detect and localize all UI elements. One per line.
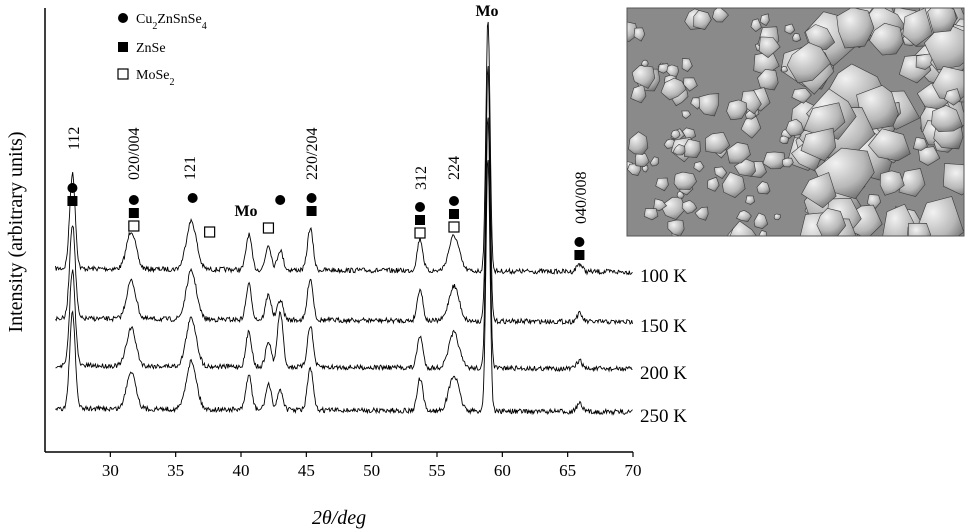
spectra <box>55 21 633 416</box>
peak-marker-open-square <box>262 222 275 234</box>
series-label: 250 K <box>640 406 687 427</box>
legend-label: MoSe2 <box>136 68 174 88</box>
peak-marker-open-square <box>128 220 140 232</box>
x-tick-label: 45 <box>298 461 315 480</box>
legend-marker-filled-square <box>118 42 128 52</box>
mo-peak-label: Mo <box>475 3 498 20</box>
x-tick-label: 65 <box>559 461 576 480</box>
spectrum-line <box>55 160 633 416</box>
x-axis-title: 2θ/deg <box>312 507 366 529</box>
peak-index-label: 040/008 <box>573 172 590 224</box>
peak-index-label: 312 <box>413 166 430 190</box>
peak-marker-filled-circle <box>67 183 78 193</box>
spectrum-line <box>55 21 633 276</box>
peak-marker-filled-circle <box>275 195 286 205</box>
peak-marker-open-square <box>414 227 426 239</box>
mo-peak-label: Mo <box>234 203 257 220</box>
x-tick-label: 35 <box>167 461 184 480</box>
peak-marker-filled-circle <box>187 193 198 203</box>
legend-label: ZnSe <box>136 41 166 56</box>
peak-marker-open-square <box>204 226 216 238</box>
x-ticks: 30 35 40 45 50 55 60 65 70 <box>102 452 642 480</box>
peak-index-label: 020/004 <box>126 128 143 180</box>
peak-marker-open-square <box>448 221 460 233</box>
series-label: 150 K <box>640 316 687 337</box>
legend-marker-open-square <box>117 68 129 80</box>
peak-index-label: 123 <box>0 0 24 4</box>
x-tick-label: 60 <box>494 461 511 480</box>
spectrum-line <box>55 117 633 373</box>
series-label: 200 K <box>640 363 687 384</box>
legend: Cu2ZnSnSe4 ZnSe MoSe2 <box>117 12 207 88</box>
x-tick-label: 40 <box>233 461 250 480</box>
peak-marker-filled-circle <box>128 195 139 205</box>
peak-marker-filled-square <box>67 196 78 206</box>
peak-marker-filled-circle <box>415 202 426 212</box>
x-tick-label: 70 <box>625 461 642 480</box>
y-axis-title: Intensity (arbitrary units) <box>5 131 27 332</box>
legend-label: Cu2ZnSnSe4 <box>136 12 207 32</box>
peak-index-label: 112 <box>66 127 83 150</box>
peak-index-label: 220/204 <box>304 128 321 180</box>
peak-marker-filled-circle <box>306 193 317 203</box>
x-tick-label: 30 <box>102 461 119 480</box>
legend-marker-filled-circle <box>118 13 128 23</box>
x-tick-label: 55 <box>429 461 446 480</box>
peak-marker-filled-square <box>448 209 459 219</box>
x-tick-label: 50 <box>363 461 380 480</box>
spectrum-line <box>55 65 633 326</box>
peak-annotations: 112 020/004 121 Mo 123 220/204 312 224 Mo 040/008 <box>0 0 590 260</box>
peak-marker-filled-square <box>415 215 426 225</box>
peak-marker-filled-circle <box>574 237 585 247</box>
peak-marker-filled-square <box>306 206 317 216</box>
peak-index-label: 121 <box>182 156 199 180</box>
peak-marker-filled-circle <box>448 196 459 206</box>
sem-inset-image <box>626 7 965 237</box>
series-labels: 100 K 150 K 200 K 250 K <box>640 266 687 427</box>
peak-marker-filled-square <box>128 208 139 218</box>
peak-index-label: 224 <box>446 156 463 180</box>
series-label: 100 K <box>640 266 687 287</box>
peak-marker-filled-square <box>574 250 585 260</box>
